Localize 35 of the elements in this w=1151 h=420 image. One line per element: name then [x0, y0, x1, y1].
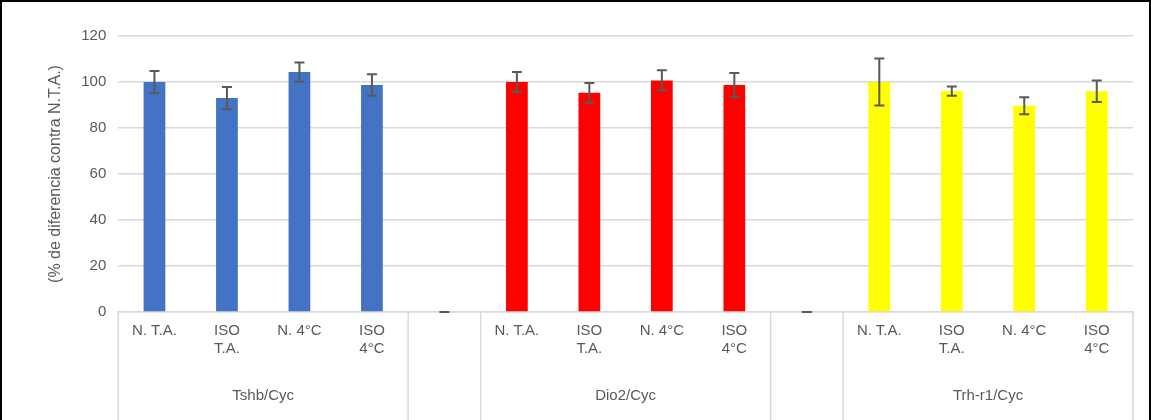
text: Tshb/Cyc: [232, 386, 295, 404]
y-tick-label: 20: [89, 256, 107, 274]
x-tick-label: N. 4°C: [277, 321, 322, 339]
x-tick-label: ISO 4°C: [359, 321, 385, 357]
x-tick-label: N. T.A.: [494, 321, 540, 339]
y-tick-label: 100: [81, 72, 107, 90]
bar: [578, 92, 601, 312]
y-tick-label: 120: [81, 26, 107, 44]
x-tick-label: ISO T.A.: [938, 321, 965, 357]
bar: [723, 84, 746, 312]
x-tick-label: N. 4°C: [639, 321, 685, 339]
x-tick-label: N. T.A.: [132, 321, 177, 339]
x-tick-label: N. T.A.: [856, 321, 902, 339]
y-tick-label: 40: [89, 210, 107, 228]
bar: [650, 80, 673, 312]
bar: [1013, 105, 1036, 312]
bar: [143, 82, 166, 312]
x-tick-label: ISO 4°C: [1083, 321, 1110, 357]
y-tick-label: 0: [97, 302, 107, 320]
bar: [288, 72, 311, 312]
bar: [506, 82, 528, 312]
bar: [361, 84, 383, 312]
bar: [940, 91, 963, 312]
y-tick-label: 60: [89, 164, 107, 182]
x-tick-label: ISO T.A.: [576, 321, 603, 357]
text: Dio2/Cyc: [595, 386, 657, 404]
x-tick-label: N. 4°C: [1002, 321, 1047, 339]
x-tick-label: ISO 4°C: [721, 321, 748, 357]
bar: [216, 98, 238, 312]
x-tick-label: ISO T.A.: [214, 321, 240, 357]
y-axis-title: (% de diferencia contra N.T.A.): [46, 65, 64, 283]
bar: [1085, 91, 1108, 312]
bar: [868, 82, 891, 312]
text: Trh-r1/Cyc: [952, 386, 1024, 404]
y-tick-label: 80: [89, 118, 107, 136]
